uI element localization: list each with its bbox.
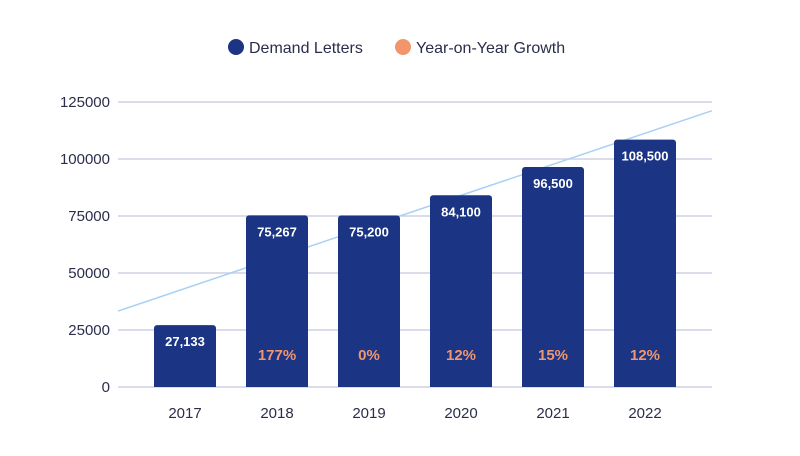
y-tick-label: 50000 <box>68 265 110 282</box>
x-tick-label: 2019 <box>352 405 385 422</box>
growth-label-2021: 15% <box>538 347 568 364</box>
y-tick-label: 125000 <box>60 94 110 111</box>
bar-2019 <box>338 215 400 387</box>
bar-2017 <box>154 325 216 387</box>
growth-label-2022: 12% <box>630 347 660 364</box>
legend-marker-1 <box>395 39 411 55</box>
bar-base-2022 <box>614 383 676 387</box>
y-axis: 0 25000 50000 75000 100000 125000 <box>60 94 110 396</box>
legend-marker-0 <box>228 39 244 55</box>
value-label-2019: 75,200 <box>349 225 389 240</box>
bar-base-2017 <box>154 383 216 387</box>
bar-2018 <box>246 215 308 387</box>
x-axis: 2017 2018 2019 2020 2021 2022 <box>168 405 661 422</box>
value-label-2022: 108,500 <box>622 149 669 164</box>
x-tick-label: 2020 <box>444 405 477 422</box>
trend-line-layer <box>117 109 713 312</box>
bar-2021 <box>522 166 584 387</box>
x-tick-label: 2018 <box>260 405 293 422</box>
bar-2020 <box>430 195 492 387</box>
value-label-2018: 75,267 <box>257 224 297 239</box>
x-tick-label: 2022 <box>628 405 661 422</box>
bar-base-2021 <box>522 383 584 387</box>
growth-label-2020: 12% <box>446 347 476 364</box>
y-tick-label: 75000 <box>68 208 110 225</box>
bar-base-2018 <box>246 383 308 387</box>
trend-line <box>117 109 713 312</box>
y-tick-label: 0 <box>102 379 110 396</box>
gridlines <box>118 101 712 388</box>
bar-base-2019 <box>338 383 400 387</box>
value-label-2017: 27,133 <box>165 334 205 349</box>
y-tick-label: 100000 <box>60 151 110 168</box>
legend: Demand Letters Year-on-Year Growth <box>228 39 565 57</box>
legend-label-1: Year-on-Year Growth <box>416 40 565 57</box>
x-tick-label: 2021 <box>536 405 569 422</box>
growth-label-2018: 177% <box>258 347 296 364</box>
value-label-2020: 84,100 <box>441 204 481 219</box>
y-tick-label: 25000 <box>68 322 110 339</box>
bars: 27,133 75,267 177% 75,200 0% 84,100 12% 96,500 1… <box>154 139 676 387</box>
bar-2022 <box>614 139 676 387</box>
legend-label-0: Demand Letters <box>249 40 363 57</box>
x-tick-label: 2017 <box>168 405 201 422</box>
value-label-2021: 96,500 <box>533 176 573 191</box>
bar-base-2020 <box>430 383 492 387</box>
growth-label-2019: 0% <box>358 347 380 364</box>
